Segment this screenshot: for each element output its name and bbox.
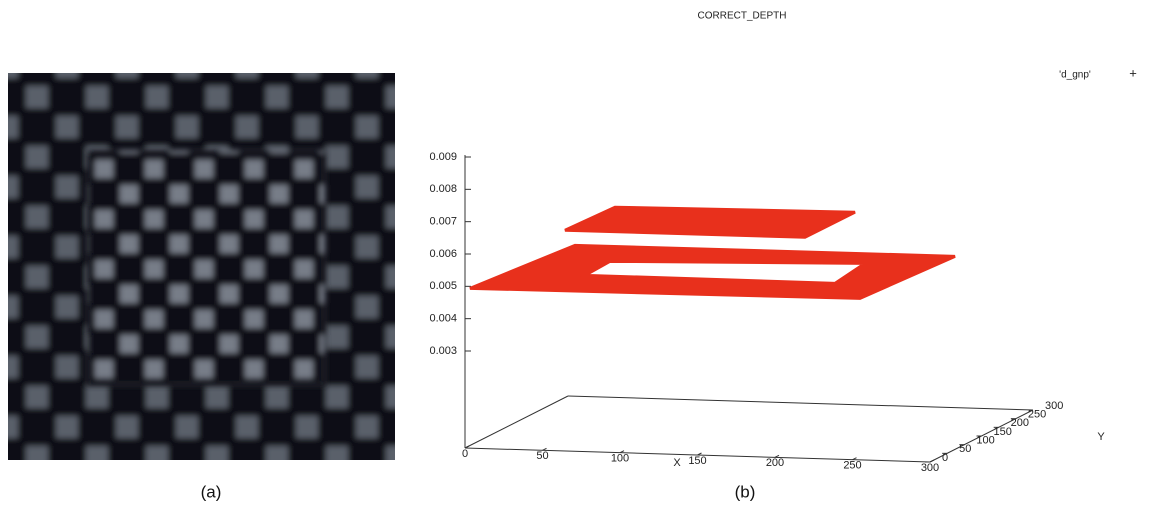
y-axis-label: Y xyxy=(1097,431,1105,443)
x-tick xyxy=(542,447,547,451)
x-tick xyxy=(464,445,470,449)
y-tick-label: 150 xyxy=(994,426,1012,438)
depth-plane xyxy=(564,205,856,239)
x-tick-label: 200 xyxy=(766,457,784,469)
z-tick-label: 0.008 xyxy=(429,183,457,195)
y-tick-label: 100 xyxy=(976,435,994,447)
z-tick-label: 0.006 xyxy=(429,248,457,260)
x-tick xyxy=(852,457,857,461)
x-tick xyxy=(697,452,702,456)
x-tick xyxy=(929,459,935,463)
x-tick xyxy=(619,450,625,454)
z-tick-label: 0.007 xyxy=(429,216,457,228)
x-tick-label: 300 xyxy=(921,462,939,474)
y-tick-label: 50 xyxy=(959,443,971,455)
y-tick-label: 300 xyxy=(1045,400,1063,412)
z-tick-label: 0.003 xyxy=(429,345,457,357)
y-tick-label: 250 xyxy=(1028,409,1046,421)
x-tick xyxy=(774,454,780,458)
back-axis xyxy=(567,395,1034,411)
y-tick-label: 200 xyxy=(1011,417,1029,429)
x-tick-label: 100 xyxy=(611,453,629,465)
x-tick-label: 0 xyxy=(462,448,468,460)
x-tick-label: 50 xyxy=(536,450,548,462)
z-tick-label: 0.005 xyxy=(429,280,457,292)
depth-plane xyxy=(469,243,956,300)
x-tick-label: 250 xyxy=(843,460,861,472)
caption: (a) xyxy=(201,482,222,501)
legend-label: 'd_gnp' xyxy=(1059,70,1091,81)
x-axis-label: X xyxy=(673,457,681,469)
x-tick-label: 150 xyxy=(688,455,706,467)
chart-title: CORRECT_DEPTH xyxy=(698,11,787,22)
z-tick-label: 0.009 xyxy=(429,151,457,163)
legend-marker: + xyxy=(1129,65,1137,80)
y-tick-label: 0 xyxy=(942,452,948,464)
caption: (b) xyxy=(735,482,756,501)
photo xyxy=(8,73,395,460)
z-tick-label: 0.004 xyxy=(429,313,457,325)
back-axis xyxy=(464,395,569,449)
